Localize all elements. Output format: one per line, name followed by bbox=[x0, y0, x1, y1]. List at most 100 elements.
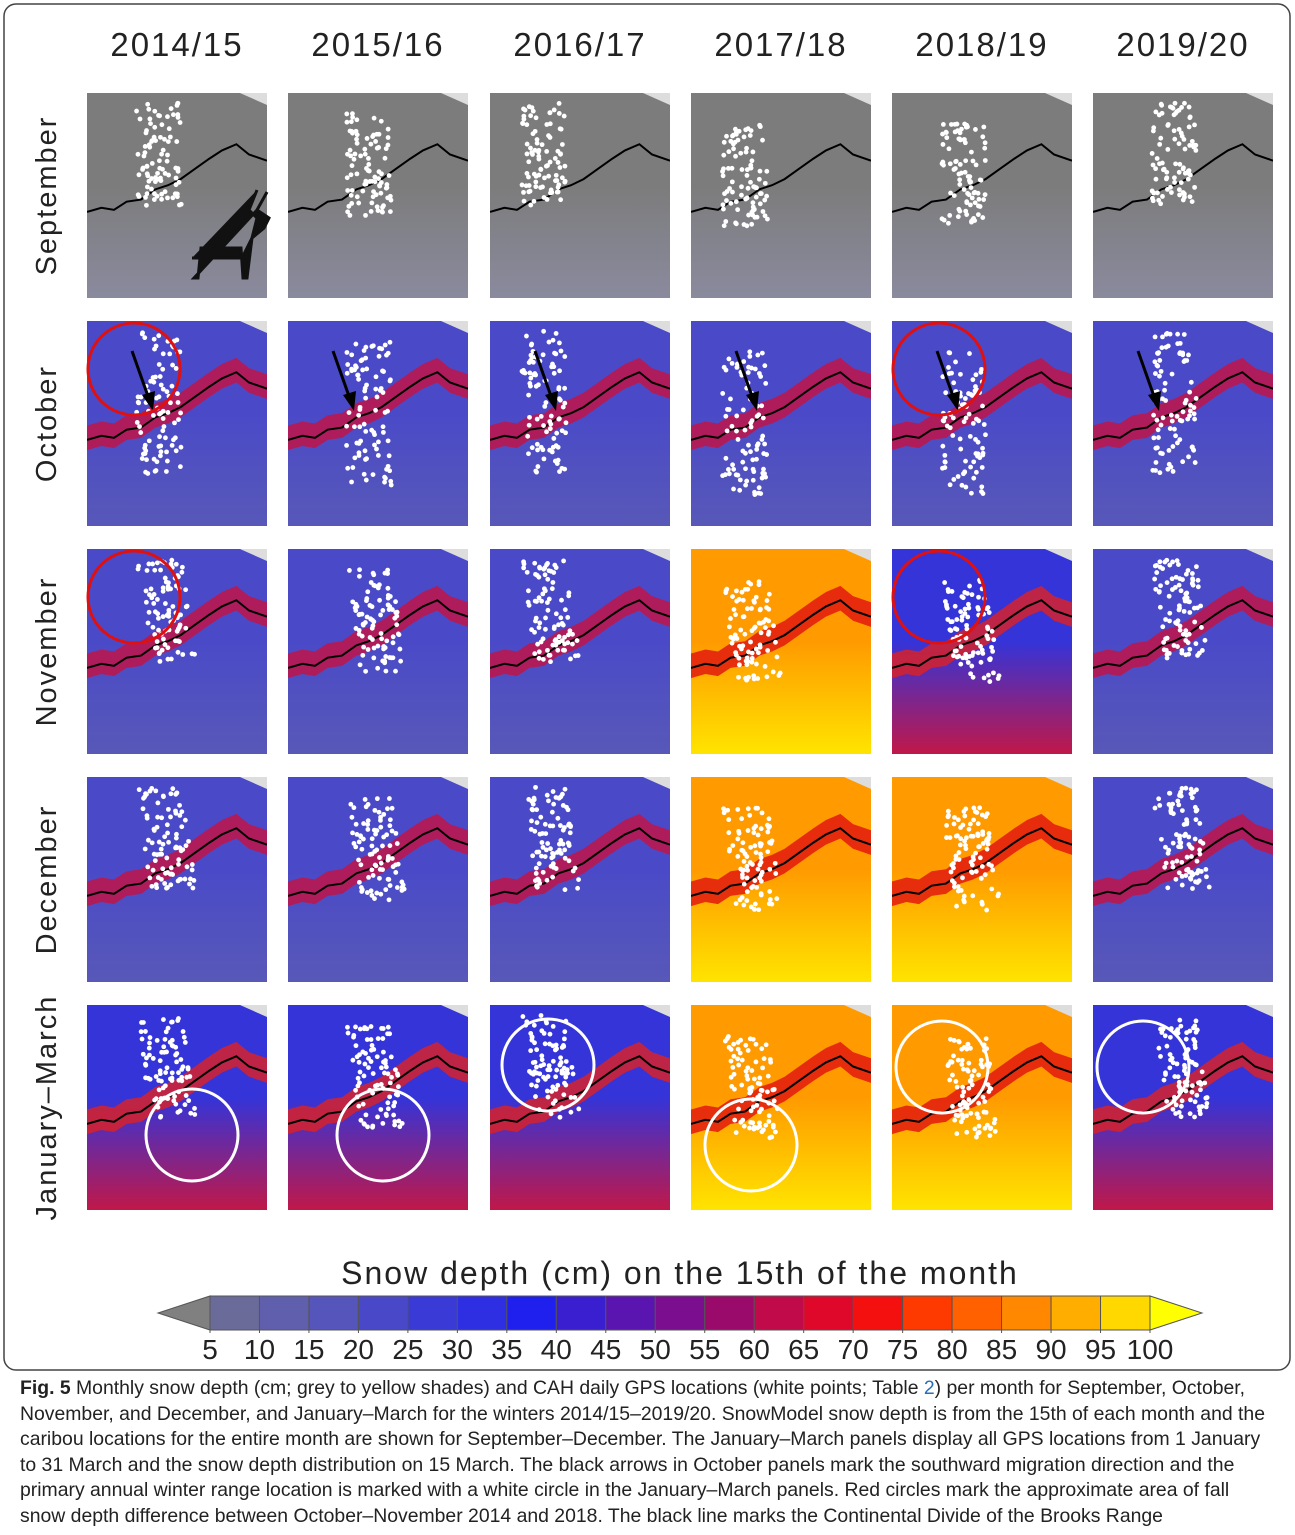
gps-point bbox=[374, 204, 380, 210]
gps-point bbox=[765, 1073, 771, 1079]
gps-point bbox=[739, 816, 745, 822]
gps-point bbox=[732, 1117, 738, 1123]
gps-point bbox=[147, 1040, 152, 1046]
gps-point bbox=[375, 1114, 380, 1120]
gps-point bbox=[165, 656, 171, 662]
gps-point bbox=[349, 163, 355, 169]
gps-point bbox=[183, 1093, 189, 1098]
gps-point bbox=[747, 133, 753, 138]
gps-point bbox=[958, 661, 964, 667]
gps-point bbox=[972, 218, 978, 224]
gps-point bbox=[144, 191, 150, 197]
gps-point bbox=[740, 407, 746, 413]
gps-point bbox=[953, 359, 958, 365]
gps-point bbox=[544, 197, 550, 202]
gps-point bbox=[388, 197, 394, 203]
gps-point bbox=[153, 1074, 159, 1079]
gps-point bbox=[944, 135, 950, 141]
gps-point bbox=[970, 158, 976, 164]
gps-point bbox=[941, 418, 947, 424]
gps-point bbox=[377, 855, 382, 860]
gps-point bbox=[1176, 802, 1182, 808]
gps-point bbox=[519, 182, 525, 188]
gps-point bbox=[178, 410, 183, 416]
gps-point bbox=[379, 1026, 384, 1031]
colorbar-segment bbox=[704, 1295, 755, 1331]
gps-point bbox=[1179, 882, 1185, 888]
gps-point bbox=[1189, 870, 1195, 875]
gps-point bbox=[963, 655, 969, 661]
gps-point bbox=[562, 400, 568, 406]
gps-point bbox=[558, 1055, 563, 1061]
gps-point bbox=[549, 364, 555, 370]
gps-point bbox=[723, 455, 729, 461]
gps-point bbox=[951, 477, 957, 482]
gps-point bbox=[1168, 184, 1173, 190]
gps-point bbox=[163, 579, 169, 585]
gps-point bbox=[1194, 787, 1199, 793]
gps-point bbox=[173, 561, 179, 567]
gps-point bbox=[360, 652, 366, 658]
gps-point bbox=[1193, 147, 1199, 153]
gps-point bbox=[749, 418, 755, 424]
gps-point bbox=[768, 840, 774, 846]
map-panel bbox=[691, 549, 871, 754]
gps-point bbox=[521, 116, 527, 122]
gps-point bbox=[566, 858, 572, 864]
gps-point bbox=[165, 410, 171, 415]
gps-point bbox=[1153, 371, 1158, 376]
gps-point bbox=[548, 413, 554, 419]
gps-point bbox=[765, 648, 771, 653]
gps-point bbox=[385, 142, 391, 148]
gps-point bbox=[356, 412, 362, 418]
gps-point bbox=[149, 186, 154, 192]
gps-point bbox=[1193, 1018, 1199, 1024]
gps-point bbox=[526, 588, 531, 594]
gps-point bbox=[981, 197, 987, 202]
gps-point bbox=[1168, 412, 1174, 418]
gps-point bbox=[951, 167, 957, 172]
gps-point bbox=[1175, 440, 1180, 446]
gps-point bbox=[165, 806, 171, 812]
gps-point bbox=[979, 864, 985, 869]
gps-point bbox=[1198, 869, 1204, 874]
table-link[interactable]: 2 bbox=[923, 1377, 935, 1399]
gps-point bbox=[761, 466, 766, 472]
map-panel bbox=[691, 777, 871, 982]
gps-point bbox=[545, 607, 551, 613]
gps-point bbox=[557, 1114, 563, 1120]
gps-point bbox=[172, 191, 178, 197]
gps-point bbox=[959, 617, 965, 623]
gps-point bbox=[378, 1082, 384, 1087]
gps-point bbox=[362, 146, 368, 152]
colorbar-segment bbox=[852, 1295, 904, 1331]
gps-point bbox=[536, 849, 542, 855]
gps-point bbox=[375, 453, 381, 458]
gps-point bbox=[968, 202, 973, 208]
gps-point bbox=[965, 614, 971, 620]
gps-point bbox=[560, 647, 566, 653]
gps-point bbox=[748, 1108, 754, 1114]
gps-point bbox=[960, 822, 966, 828]
gps-point bbox=[943, 390, 949, 396]
gps-point bbox=[724, 133, 729, 139]
gps-point bbox=[758, 630, 764, 636]
gps-point bbox=[957, 162, 963, 167]
caption-text: ) per month for September, October, Nove… bbox=[20, 1377, 1265, 1527]
gps-point bbox=[1187, 646, 1193, 652]
gps-point bbox=[738, 627, 744, 633]
gps-point bbox=[749, 365, 754, 371]
gps-point bbox=[987, 656, 992, 662]
colorbar-segment bbox=[951, 1295, 1003, 1331]
gps-point bbox=[357, 424, 363, 430]
continental-divide bbox=[87, 599, 267, 669]
gps-point bbox=[363, 668, 369, 674]
gps-point bbox=[1167, 1065, 1173, 1071]
gps-point bbox=[544, 429, 549, 435]
gps-point bbox=[192, 1106, 197, 1111]
gps-point bbox=[551, 570, 557, 575]
gps-point bbox=[550, 1023, 556, 1029]
gps-point bbox=[743, 466, 748, 472]
colorbar-tick-label: 40 bbox=[541, 1334, 572, 1365]
gps-point bbox=[530, 801, 536, 807]
